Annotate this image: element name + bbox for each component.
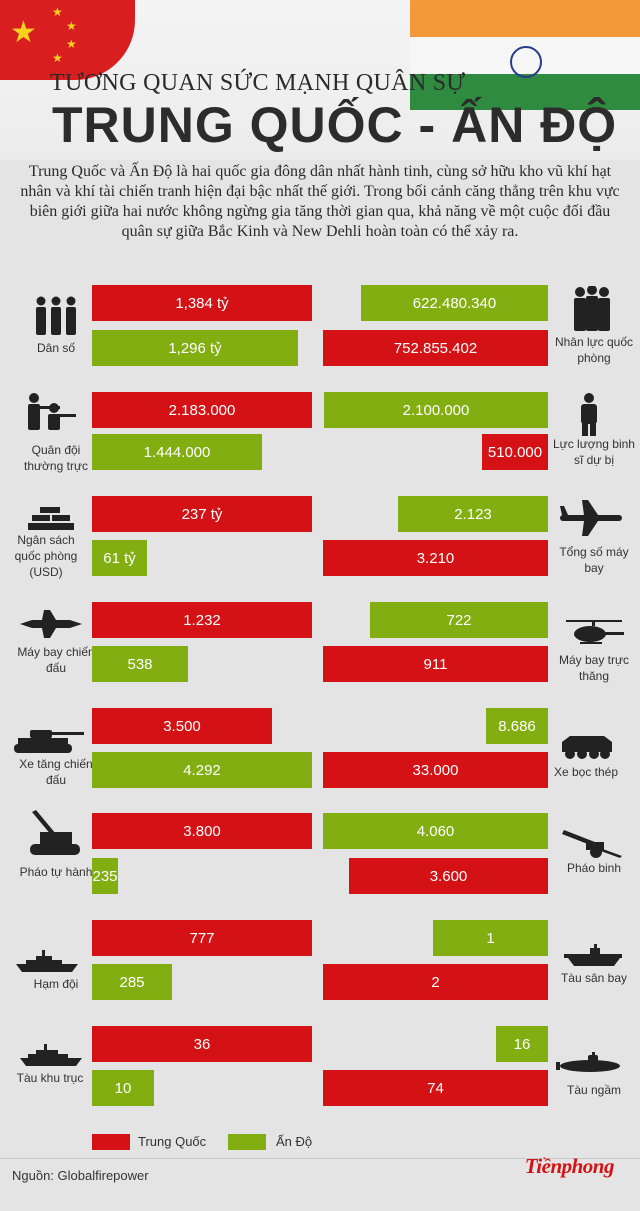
label-may-bay: Tổng số máy bay	[559, 545, 629, 575]
fighter-jet-icon	[20, 610, 82, 638]
bar-china-tau-khu-truc: 36	[92, 1026, 312, 1062]
legend-swatch-india	[228, 1134, 266, 1150]
bar-china-tau-san-bay: 2	[323, 964, 548, 1000]
label-tau-ngam: Tàu ngầm	[566, 1083, 622, 1097]
bar-china-chien-dau: 1.232	[92, 602, 312, 638]
bar-china-phao-binh: 3.600	[349, 858, 548, 894]
label-tau-khu-truc: Tàu khu trục	[16, 1071, 84, 1085]
bar-china-truc-thang: 911	[323, 646, 548, 682]
label-phao-binh: Pháo binh	[566, 861, 622, 875]
page-subtitle: TƯƠNG QUAN SỨC MẠNH QUÂN SỰ	[50, 70, 466, 96]
bar-india-xe-boc-thep: 8.686	[486, 708, 548, 744]
bar-india-phao-binh: 4.060	[323, 813, 548, 849]
bar-india-xe-tang: 4.292	[92, 752, 312, 788]
soldiers-icon	[574, 286, 610, 331]
label-dan-so: Dân số	[36, 341, 76, 355]
bar-india-chien-dau: 538	[92, 646, 188, 682]
destroyer-icon	[20, 1044, 82, 1066]
bar-china-xe-boc-thep: 33.000	[323, 752, 548, 788]
header-banner: ★ ★ ★ ★ ★ TƯƠNG QUAN SỨC MẠNH QUÂN SỰ TR…	[0, 0, 640, 160]
aircraft-carrier-icon	[564, 944, 622, 966]
bar-india-tau-san-bay: 1	[433, 920, 548, 956]
bar-india-du-bi: 2.100.000	[324, 392, 548, 428]
bar-china-xe-tang: 3.500	[92, 708, 272, 744]
artillery-icon	[562, 830, 622, 858]
footer-divider	[0, 1158, 640, 1159]
bar-china-may-bay: 3.210	[323, 540, 548, 576]
china-flag-icon: ★ ★ ★ ★ ★	[0, 0, 135, 80]
bar-india-ham-doi: 285	[92, 964, 172, 1000]
label-chien-dau: Máy bay chiến đấu	[17, 645, 95, 675]
label-du-bi: Lực lượng binh sĩ dự bị	[553, 437, 635, 467]
label-phao-tu-hanh: Pháo tự hành	[19, 865, 93, 879]
tank-icon	[14, 730, 84, 753]
legend-label-india: Ấn Độ	[276, 1134, 313, 1149]
label-ham-doi: Hạm đội	[33, 977, 79, 991]
tienphong-logo: Tiềnphong	[524, 1154, 615, 1178]
bar-india-phao-tu-hanh: 235	[92, 858, 118, 894]
source-text: Nguồn: Globalfirepower	[12, 1168, 149, 1183]
legend-swatch-china	[92, 1134, 130, 1150]
armored-vehicle-icon	[562, 736, 612, 759]
bar-china-ngan-sach: 237 tỷ	[92, 496, 312, 532]
bar-india-quan-doi: 1.444.000	[92, 434, 262, 470]
soldier-icon	[581, 393, 597, 436]
label-ngan-sach: Ngân sách quốc phòng (USD)	[14, 533, 78, 579]
gold-bars-icon	[28, 507, 74, 530]
bar-china-quan-doi: 2.183.000	[92, 392, 312, 428]
label-tau-san-bay: Tàu sân bay	[560, 971, 628, 985]
bar-china-dan-so: 1,384 tỷ	[92, 285, 312, 321]
self-propelled-gun-icon	[30, 810, 80, 855]
intro-paragraph: Trung Quốc và Ấn Độ là hai quốc gia đông…	[20, 163, 620, 240]
bar-china-du-bi: 510.000	[482, 434, 548, 470]
bar-china-ham-doi: 777	[92, 920, 312, 956]
label-xe-tang: Xe tăng chiến đấu	[19, 757, 93, 787]
label-truc-thang: Máy bay trực thăng	[558, 653, 630, 683]
warship-icon	[16, 950, 78, 972]
bar-china-tau-ngam: 74	[323, 1070, 548, 1106]
helicopter-icon	[566, 620, 624, 644]
people-icon	[36, 296, 76, 335]
label-quan-doi: Quân đội thường trực	[24, 443, 88, 473]
rifleman-icon	[28, 393, 76, 430]
bar-china-phao-tu-hanh: 3.800	[92, 813, 312, 849]
page-title: TRUNG QUỐC - ẤN ĐỘ	[52, 97, 618, 153]
label-xe-boc-thep: Xe bọc thép	[553, 765, 619, 779]
submarine-icon	[556, 1052, 620, 1072]
india-flag-icon	[410, 0, 640, 110]
bar-india-nhan-luc: 622.480.340	[361, 285, 548, 321]
bomber-icon	[560, 500, 622, 536]
bar-india-dan-so: 1,296 tỷ	[92, 330, 298, 366]
label-nhan-luc: Nhân lực quốc phòng	[554, 335, 634, 365]
bar-india-tau-ngam: 16	[496, 1026, 548, 1062]
bar-india-may-bay: 2.123	[398, 496, 548, 532]
bar-india-truc-thang: 722	[370, 602, 548, 638]
bar-india-ngan-sach: 61 tỷ	[92, 540, 147, 576]
ashoka-chakra-icon	[510, 46, 542, 78]
bar-india-tau-khu-truc: 10	[92, 1070, 154, 1106]
legend-label-china: Trung Quốc	[138, 1134, 207, 1149]
bar-china-nhan-luc: 752.855.402	[323, 330, 548, 366]
